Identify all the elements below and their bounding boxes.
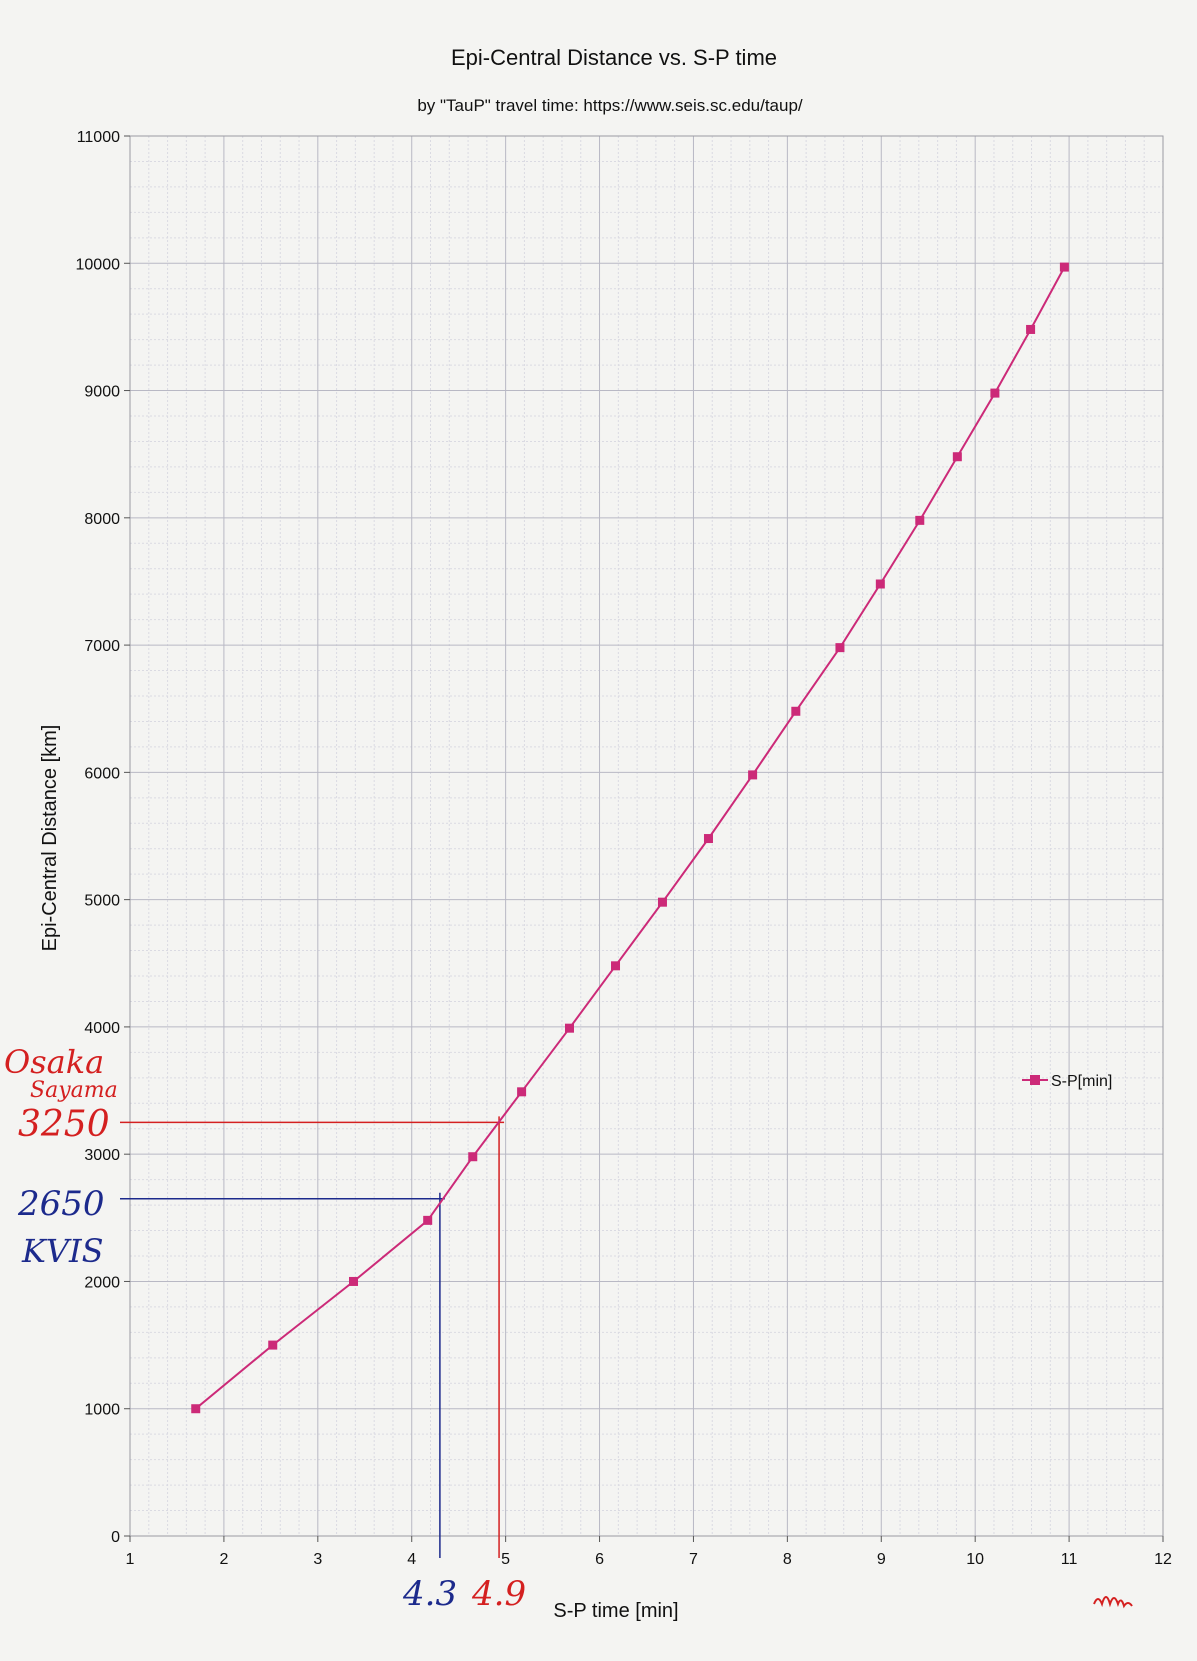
data-point	[791, 706, 801, 716]
y-tick-label: 9000	[84, 384, 120, 401]
y-tick-label: 1000	[84, 1402, 120, 1419]
y-tick-label: 10000	[76, 256, 121, 273]
legend-marker	[1030, 1075, 1040, 1085]
x-tick-label: 2	[219, 1551, 228, 1568]
annotation-guides	[120, 1116, 505, 1558]
legend: S-P[min]	[1022, 1073, 1112, 1090]
y-tick-label: 3000	[84, 1147, 120, 1164]
chart-title: Epi-Central Distance vs. S-P time	[451, 45, 777, 70]
y-tick-label: 0	[111, 1529, 120, 1546]
data-point	[191, 1404, 201, 1414]
data-point	[703, 834, 713, 844]
x-tick-label: 10	[966, 1551, 984, 1568]
major-grid	[129, 135, 1164, 1537]
annotation-kvis-distance: 2650	[17, 1184, 105, 1224]
chart-subtitle: by "TauP" travel time: https://www.seis.…	[417, 96, 803, 115]
y-tick-label: 5000	[84, 893, 120, 910]
data-point	[423, 1215, 433, 1225]
y-tick-label: 7000	[84, 638, 120, 655]
annotation-kvis-time: 4.3	[402, 1574, 457, 1614]
data-point	[657, 897, 667, 907]
x-tick-label: 7	[689, 1551, 698, 1568]
legend-entry: S-P[min]	[1051, 1073, 1112, 1090]
data-point	[468, 1152, 478, 1162]
annotation-osaka-time: 4.9	[471, 1574, 526, 1614]
handwritten-signature	[1093, 1596, 1133, 1609]
x-tick-label: 4	[407, 1551, 416, 1568]
minor-grid	[130, 136, 1163, 1536]
annotation-osaka-place-1: Osaka	[4, 1043, 104, 1081]
y-tick-label: 8000	[84, 511, 120, 528]
data-point	[611, 961, 621, 971]
y-tick-label: 6000	[84, 765, 120, 782]
x-axis-ticks: 1 2 3 4 5 6 7 8 9 10 11 12	[126, 1536, 1172, 1568]
data-point	[268, 1340, 278, 1350]
annotation-osaka-distance: 3250	[18, 1104, 110, 1145]
x-axis-label: S-P time [min]	[553, 1600, 678, 1622]
data-point	[517, 1087, 527, 1097]
plot-area-border	[129, 135, 1164, 1537]
data-point	[349, 1276, 359, 1286]
data-point	[835, 643, 845, 653]
annotation-kvis: 2650 KVIS 4.3	[17, 1184, 457, 1614]
data-point	[1059, 262, 1069, 272]
annotation-osaka-place-2: Sayama	[30, 1078, 118, 1103]
annotation-osaka: Osaka Sayama 3250 4.9	[4, 1043, 526, 1614]
x-tick-label: 5	[501, 1551, 510, 1568]
y-tick-label: 11000	[77, 129, 120, 146]
x-tick-label: 9	[877, 1551, 886, 1568]
y-axis-label: Epi-Central Distance [km]	[39, 725, 61, 952]
data-point	[1026, 324, 1036, 334]
series-S-P	[191, 262, 1069, 1414]
x-tick-label: 3	[313, 1551, 322, 1568]
y-axis-ticks: 0 1000 2000 3000 4000 5000 6000 7000 8000 9000 100…	[76, 129, 130, 1546]
data-point	[952, 452, 962, 462]
x-tick-label: 1	[126, 1551, 135, 1568]
data-point	[748, 770, 758, 780]
x-tick-label: 8	[783, 1551, 792, 1568]
data-point	[990, 388, 1000, 398]
data-point	[915, 515, 925, 525]
y-tick-label: 4000	[84, 1020, 120, 1037]
x-tick-label: 11	[1061, 1551, 1078, 1568]
x-tick-label: 12	[1154, 1551, 1172, 1568]
x-tick-label: 6	[595, 1551, 604, 1568]
annotation-kvis-place: KVIS	[21, 1232, 104, 1270]
data-point	[875, 579, 885, 589]
y-tick-label: 2000	[84, 1274, 120, 1291]
data-point	[564, 1023, 574, 1033]
